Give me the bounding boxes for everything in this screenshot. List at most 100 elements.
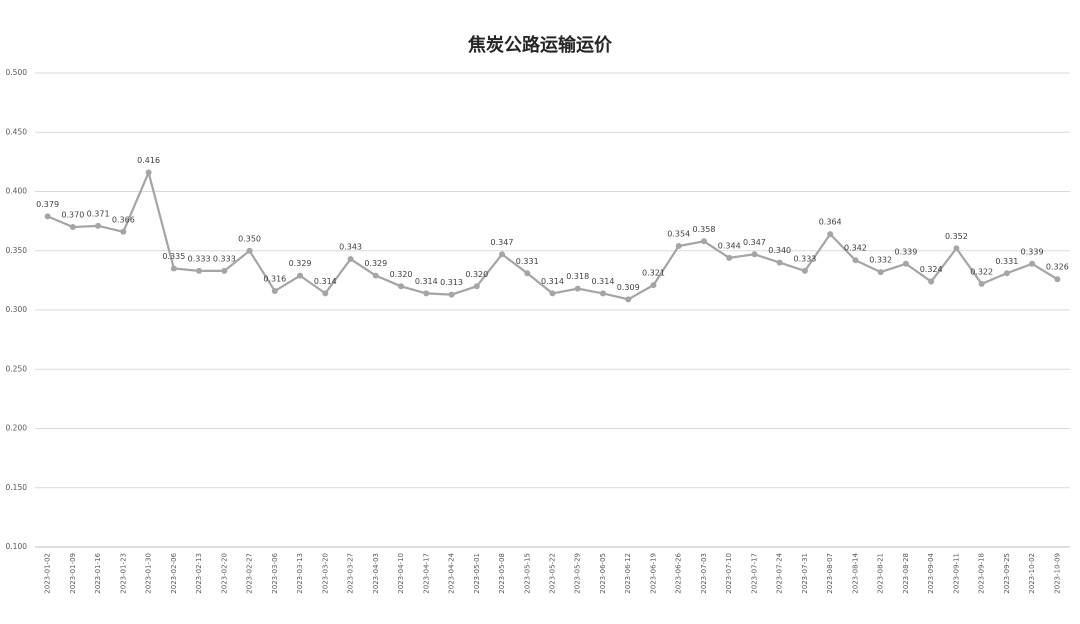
point [574,285,581,292]
x-tick-label: 2023-09-11 [952,553,960,594]
point [120,228,127,235]
data-label: 0.333 [793,254,816,263]
point [499,251,506,258]
point [196,267,203,274]
y-tick-label: 0.100 [6,542,28,551]
data-label: 0.329 [364,259,387,268]
x-tick-label: 2023-09-25 [1003,553,1011,594]
data-label: 0.313 [440,278,463,287]
data-label: 0.371 [87,209,110,218]
data-label: 0.329 [289,259,312,268]
x-tick-label: 2023-05-01 [473,553,481,594]
point [170,265,177,272]
x-tick-label: 2023-01-23 [119,553,127,594]
data-label: 0.332 [869,256,892,265]
point [297,272,304,279]
data-label: 0.314 [592,277,615,286]
point [675,243,682,250]
y-tick-label: 0.450 [6,127,28,136]
chart-title: 焦炭公路运输运价 [467,34,613,56]
x-tick-label: 2023-03-13 [296,553,304,594]
x-tick-label: 2023-06-12 [624,553,632,594]
x-tick-label: 2023-02-27 [246,553,254,594]
data-label: 0.333 [213,254,236,263]
data-label: 0.350 [238,234,261,243]
point [625,296,632,303]
point [877,269,884,276]
x-tick-label: 2023-01-09 [69,553,77,594]
x-tick-label: 2023-04-17 [422,553,430,594]
point [928,278,935,285]
y-tick-label: 0.350 [6,246,28,255]
data-label: 0.358 [693,225,716,234]
y-tick-label: 0.250 [6,364,28,373]
x-tick-label: 2023-01-16 [94,552,102,593]
data-label: 0.335 [162,252,185,261]
point [95,222,102,229]
point [1029,260,1036,267]
point [145,169,152,176]
x-tick-label: 2023-09-04 [927,552,935,593]
point [1054,276,1061,283]
data-label: 0.352 [945,232,968,241]
point [978,280,985,287]
y-tick-label: 0.300 [6,305,28,314]
point [221,267,228,274]
data-label: 0.340 [768,246,791,255]
x-tick-label: 2023-02-06 [170,552,178,593]
point [599,290,606,297]
data-label: 0.320 [390,270,413,279]
x-tick-label: 2023-07-17 [750,553,758,594]
x-tick-label: 2023-07-24 [776,552,784,593]
x-tick-label: 2023-10-09 [1053,553,1061,594]
point [650,282,657,289]
x-tick-label: 2023-08-28 [902,553,910,594]
x-tick-label: 2023-10-02 [1028,553,1036,594]
point [953,245,960,252]
point [44,213,51,220]
point [372,272,379,279]
x-tick-label: 2023-01-02 [44,553,52,594]
point [700,238,707,245]
x-tick-label: 2023-08-07 [826,553,834,594]
data-label: 0.343 [339,243,362,252]
x-tick-label: 2023-03-20 [321,553,329,594]
data-label: 0.379 [36,200,59,209]
data-label: 0.370 [61,211,84,220]
x-tick-label: 2023-08-21 [877,553,885,594]
data-label: 0.331 [995,257,1018,266]
point [852,257,859,264]
y-tick-label: 0.500 [6,68,28,77]
point [524,270,531,277]
data-label: 0.318 [566,272,589,281]
point [801,267,808,274]
x-tick-label: 2023-05-22 [549,553,557,594]
point [271,288,278,295]
data-label: 0.339 [1021,247,1044,256]
x-tick-label: 2023-02-20 [220,553,228,594]
x-tick-label: 2023-07-31 [801,553,809,594]
x-tick-label: 2023-01-30 [145,553,153,594]
data-label: 0.333 [188,254,211,263]
point [1003,270,1010,277]
point [751,251,758,258]
data-label: 0.322 [970,267,993,276]
data-label: 0.366 [112,215,135,224]
x-tick-label: 2023-06-05 [599,553,607,594]
x-tick-label: 2023-04-24 [448,552,456,593]
data-label: 0.314 [541,277,564,286]
y-tick-label: 0.400 [6,187,28,196]
x-tick-label: 2023-04-03 [372,553,380,594]
x-tick-label: 2023-04-10 [397,553,405,594]
data-label: 0.321 [642,269,665,278]
x-tick-label: 2023-05-08 [498,553,506,594]
data-label: 0.416 [137,156,160,165]
data-label: 0.347 [743,238,766,247]
data-label: 0.309 [617,283,640,292]
x-tick-label: 2023-05-29 [574,553,582,594]
x-tick-label: 2023-09-18 [978,553,986,594]
x-tick-label: 2023-08-14 [851,552,859,593]
point [549,290,556,297]
data-label: 0.316 [263,275,286,284]
